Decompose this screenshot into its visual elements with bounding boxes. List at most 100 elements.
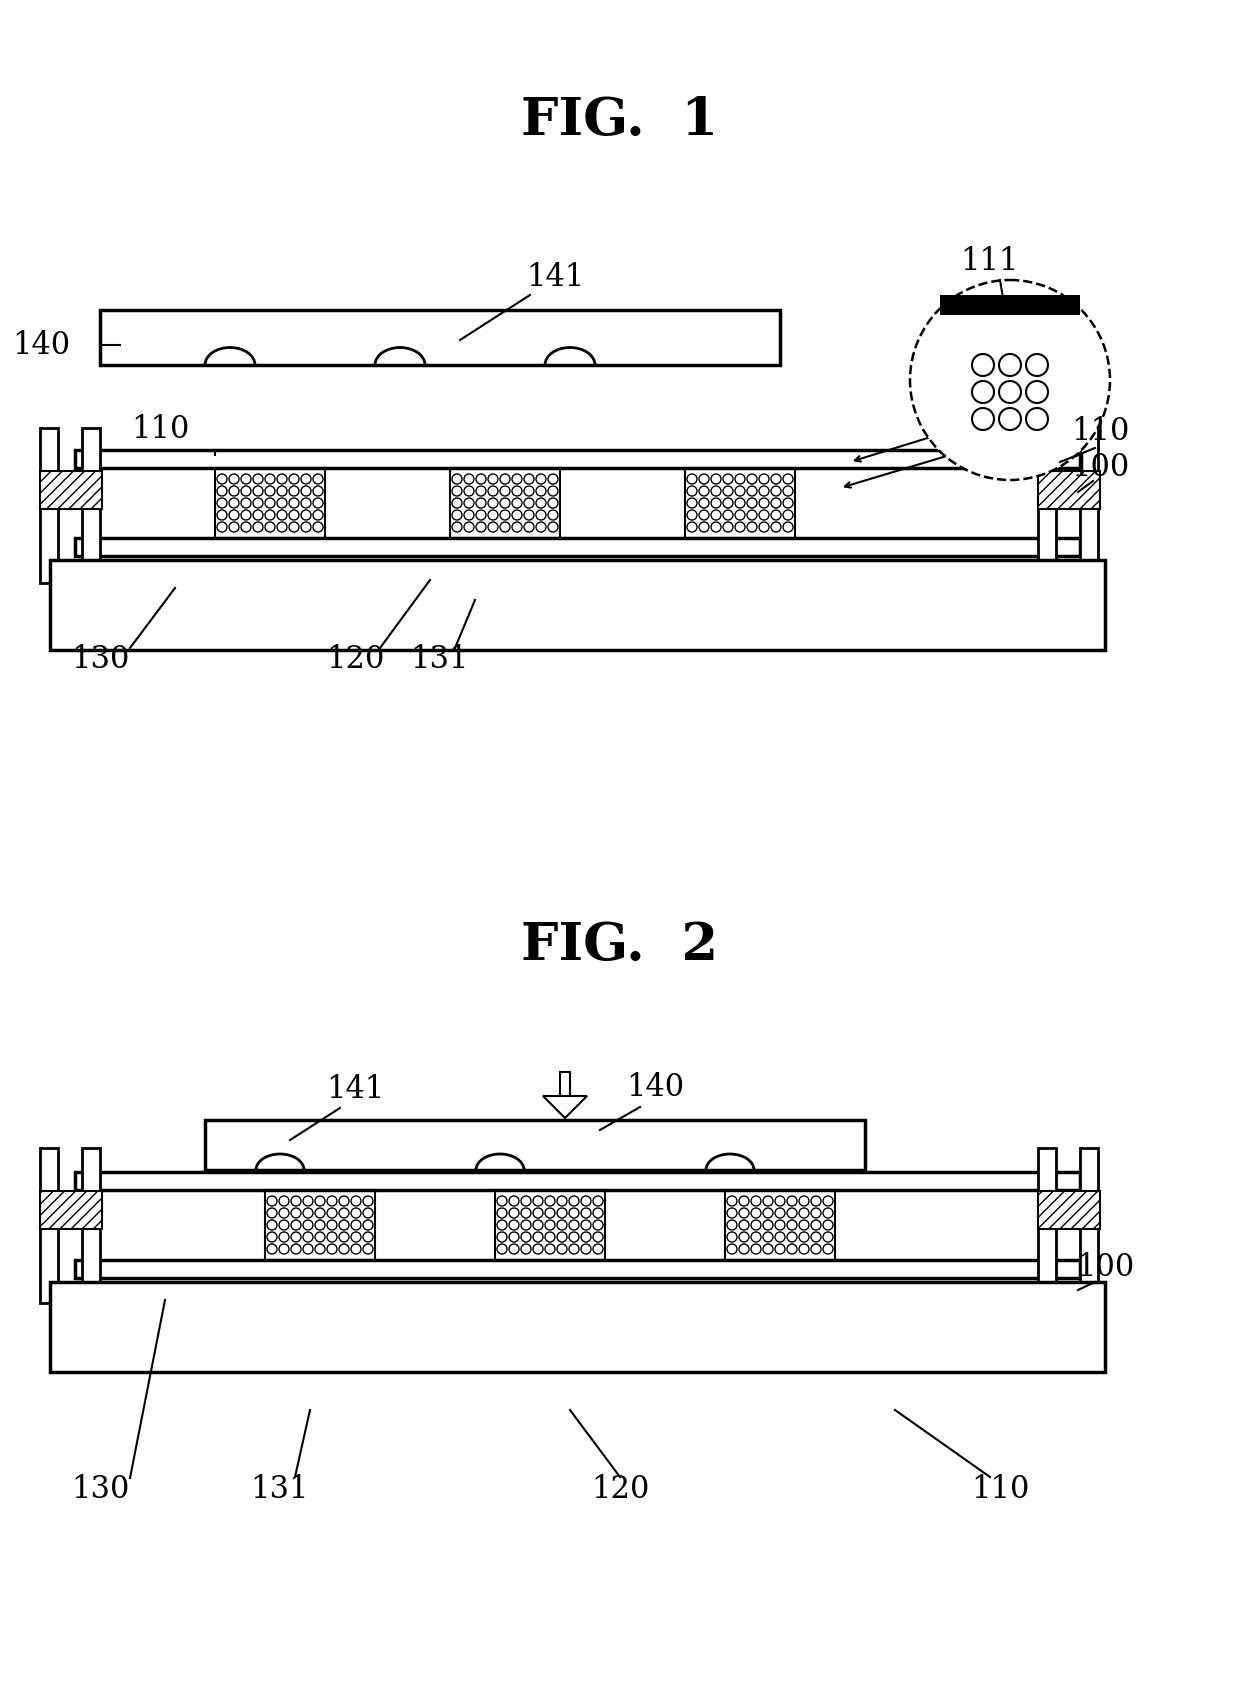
Circle shape <box>521 1208 531 1219</box>
Circle shape <box>279 1220 289 1231</box>
Bar <box>40 471 102 509</box>
Circle shape <box>265 499 275 507</box>
Bar <box>100 310 780 364</box>
Circle shape <box>739 1220 749 1231</box>
Circle shape <box>746 511 756 521</box>
Circle shape <box>351 1232 361 1242</box>
Circle shape <box>536 473 546 483</box>
Circle shape <box>327 1208 337 1219</box>
Circle shape <box>339 1197 348 1207</box>
Circle shape <box>823 1220 833 1231</box>
Circle shape <box>763 1220 773 1231</box>
Circle shape <box>771 499 781 507</box>
Circle shape <box>525 523 534 533</box>
Circle shape <box>229 473 239 483</box>
Circle shape <box>735 473 745 483</box>
Circle shape <box>727 1208 737 1219</box>
Circle shape <box>582 1232 591 1242</box>
Circle shape <box>548 473 558 483</box>
Circle shape <box>363 1220 373 1231</box>
Circle shape <box>525 499 534 507</box>
Circle shape <box>751 1232 761 1242</box>
Circle shape <box>823 1244 833 1254</box>
Circle shape <box>229 499 239 507</box>
Circle shape <box>811 1220 821 1231</box>
Circle shape <box>811 1232 821 1242</box>
Circle shape <box>548 499 558 507</box>
Circle shape <box>464 523 474 533</box>
Text: 100: 100 <box>1076 1253 1135 1283</box>
Circle shape <box>241 511 250 521</box>
Circle shape <box>253 487 263 495</box>
Circle shape <box>267 1197 277 1207</box>
Bar <box>50 560 1105 650</box>
Circle shape <box>363 1197 373 1207</box>
Circle shape <box>546 1197 556 1207</box>
Bar <box>40 1149 58 1304</box>
Circle shape <box>265 487 275 495</box>
Circle shape <box>512 511 522 521</box>
Circle shape <box>289 511 299 521</box>
Circle shape <box>759 523 769 533</box>
Circle shape <box>999 381 1021 403</box>
Circle shape <box>593 1208 603 1219</box>
Circle shape <box>759 473 769 483</box>
Circle shape <box>303 1232 312 1242</box>
Circle shape <box>363 1232 373 1242</box>
Circle shape <box>727 1232 737 1242</box>
Circle shape <box>775 1220 785 1231</box>
Circle shape <box>799 1244 808 1254</box>
Circle shape <box>735 487 745 495</box>
Circle shape <box>557 1197 567 1207</box>
Circle shape <box>521 1220 531 1231</box>
Circle shape <box>489 511 498 521</box>
Circle shape <box>351 1208 361 1219</box>
Circle shape <box>759 511 769 521</box>
Circle shape <box>546 1220 556 1231</box>
Circle shape <box>489 473 498 483</box>
Circle shape <box>546 1244 556 1254</box>
Circle shape <box>453 473 463 483</box>
Circle shape <box>775 1244 785 1254</box>
Circle shape <box>241 523 250 533</box>
Circle shape <box>277 499 286 507</box>
Circle shape <box>476 487 486 495</box>
Circle shape <box>508 1244 520 1254</box>
Circle shape <box>327 1197 337 1207</box>
Polygon shape <box>543 1096 587 1118</box>
Circle shape <box>489 499 498 507</box>
Circle shape <box>557 1208 567 1219</box>
Circle shape <box>746 473 756 483</box>
Circle shape <box>521 1244 531 1254</box>
Text: 100: 100 <box>1071 453 1130 483</box>
Circle shape <box>277 487 286 495</box>
Circle shape <box>782 523 794 533</box>
Bar <box>1038 471 1100 509</box>
Circle shape <box>464 487 474 495</box>
Circle shape <box>339 1208 348 1219</box>
Circle shape <box>739 1197 749 1207</box>
Circle shape <box>775 1208 785 1219</box>
Circle shape <box>751 1220 761 1231</box>
Circle shape <box>699 499 709 507</box>
Circle shape <box>301 511 311 521</box>
Circle shape <box>751 1208 761 1219</box>
Circle shape <box>823 1232 833 1242</box>
Bar <box>684 468 795 538</box>
Circle shape <box>799 1232 808 1242</box>
Circle shape <box>279 1244 289 1254</box>
Circle shape <box>759 499 769 507</box>
Circle shape <box>453 487 463 495</box>
Circle shape <box>525 473 534 483</box>
Text: 141: 141 <box>526 262 584 293</box>
Circle shape <box>277 511 286 521</box>
Circle shape <box>265 523 275 533</box>
Bar <box>1080 1149 1097 1304</box>
Circle shape <box>217 523 227 533</box>
Circle shape <box>799 1220 808 1231</box>
Circle shape <box>241 473 250 483</box>
Bar <box>82 1149 100 1304</box>
Bar <box>40 1191 102 1229</box>
Text: 111: 111 <box>961 247 1019 277</box>
Circle shape <box>787 1232 797 1242</box>
